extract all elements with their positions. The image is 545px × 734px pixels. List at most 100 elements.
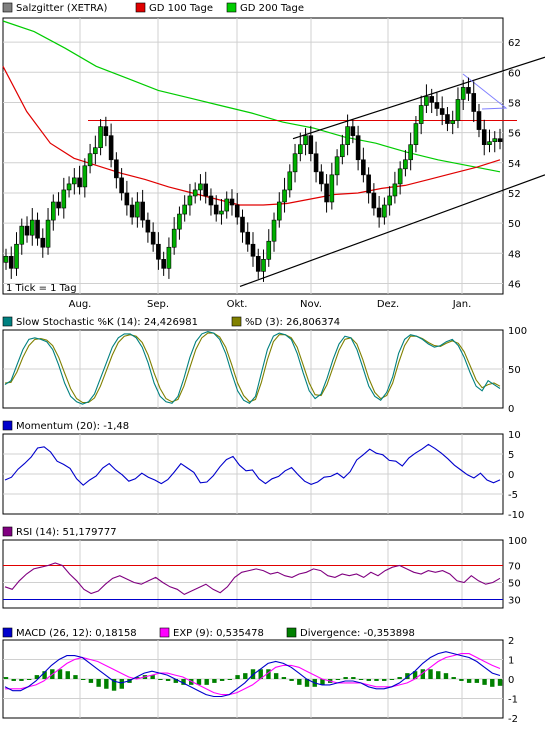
y-tick-label: 50 xyxy=(508,219,521,230)
divergence-bar xyxy=(281,677,287,679)
y-tick-label: 60 xyxy=(508,68,521,79)
divergence-bar xyxy=(80,679,86,680)
legend-swatch xyxy=(2,627,13,638)
divergence-bar xyxy=(196,679,202,685)
candle-body xyxy=(324,183,329,203)
candle-body xyxy=(413,123,419,145)
divergence-bar xyxy=(428,669,433,679)
divergence-bar xyxy=(11,679,16,681)
candle-body xyxy=(213,204,219,215)
legend-label: GD 200 Tage xyxy=(240,3,304,14)
legend-swatch xyxy=(226,2,237,13)
candle-body xyxy=(371,192,377,209)
legend-swatch xyxy=(2,420,13,431)
y-tick-label: 100 xyxy=(508,536,527,547)
candle-body xyxy=(261,259,266,272)
lower-trend-line xyxy=(239,174,545,288)
candle-body xyxy=(403,159,408,170)
tick-note: 1 Tick = 1 Tag xyxy=(6,283,77,294)
y-tick-label: -2 xyxy=(508,714,518,725)
divergence-bar xyxy=(474,679,480,683)
candle-body xyxy=(119,177,124,194)
candle-body xyxy=(313,153,319,173)
candle-body xyxy=(24,225,30,236)
candle-body xyxy=(245,231,251,245)
y-tick-label: 70 xyxy=(508,562,521,573)
divergence-bar xyxy=(158,679,163,680)
divergence-bar xyxy=(366,679,371,681)
divergence-bar xyxy=(497,679,503,686)
candle-body xyxy=(350,126,356,136)
x-tick-label: Aug. xyxy=(69,299,92,310)
candle-body xyxy=(408,144,413,161)
gd100-line xyxy=(2,66,501,206)
candle-body xyxy=(203,183,209,197)
candle-body xyxy=(282,189,287,203)
divergence-bar xyxy=(19,679,24,681)
candle-body xyxy=(66,183,72,191)
candle-body xyxy=(82,165,88,188)
y-tick-label: 2 xyxy=(508,636,514,647)
macd-exp-line xyxy=(5,653,501,696)
candle-body xyxy=(87,153,93,167)
candle-body xyxy=(319,171,324,185)
divergence-bar xyxy=(96,679,101,687)
candle-body xyxy=(14,243,19,269)
candle-body xyxy=(466,87,471,94)
candle-body xyxy=(219,210,224,215)
y-tick-label: 10 xyxy=(508,430,521,441)
x-tick-label: Okt. xyxy=(227,299,248,310)
candle-body xyxy=(108,135,114,161)
divergence-bar xyxy=(343,677,348,679)
candle-body xyxy=(329,174,335,203)
y-tick-label: 5 xyxy=(508,450,514,461)
divergence-bar xyxy=(34,675,40,679)
y-tick-label: 46 xyxy=(508,279,521,290)
candle-body xyxy=(471,93,477,112)
legend-label: MACD (26, 12): 0,18158 xyxy=(16,628,137,639)
y-tick-label: 62 xyxy=(508,38,521,49)
divergence-bar xyxy=(482,679,487,685)
divergence-bar xyxy=(204,679,209,685)
candle-body xyxy=(114,159,119,179)
divergence-bar xyxy=(389,679,395,680)
candle-body xyxy=(192,189,198,197)
divergence-bar xyxy=(266,669,271,679)
stoch-k-line xyxy=(4,331,501,405)
candle-body xyxy=(366,174,371,194)
candle-body xyxy=(50,201,56,221)
divergence-bar xyxy=(150,675,155,679)
candle-body xyxy=(150,231,156,245)
divergence-bar xyxy=(243,673,248,679)
candle-body xyxy=(450,120,456,124)
legend-label: %D (3): 26,806374 xyxy=(245,317,340,328)
candle-body xyxy=(382,204,387,218)
candle-body xyxy=(229,198,235,206)
rsi-line xyxy=(4,562,501,596)
candle-body xyxy=(56,201,61,209)
candle-body xyxy=(187,195,193,206)
legend-swatch xyxy=(2,2,13,13)
divergence-bar xyxy=(436,671,441,679)
legend-swatch xyxy=(2,526,13,537)
candle-body xyxy=(455,99,461,121)
candle-body xyxy=(161,259,166,269)
candle-body xyxy=(98,126,103,149)
candle-body xyxy=(182,204,187,215)
divergence-bar xyxy=(235,675,240,679)
candle-body xyxy=(255,255,261,272)
candle-body xyxy=(392,183,398,197)
candle-body xyxy=(424,96,429,106)
candle-body xyxy=(29,219,35,236)
candle-body xyxy=(166,246,172,269)
candle-body xyxy=(345,126,350,145)
divergence-bar xyxy=(135,677,140,679)
divergence-bar xyxy=(165,679,171,681)
divergence-bar xyxy=(405,673,410,679)
divergence-bar xyxy=(382,679,387,681)
y-tick-label: 54 xyxy=(508,159,521,170)
divergence-bar xyxy=(297,679,302,685)
y-tick-label: -1 xyxy=(508,695,518,706)
divergence-bar xyxy=(3,677,9,679)
